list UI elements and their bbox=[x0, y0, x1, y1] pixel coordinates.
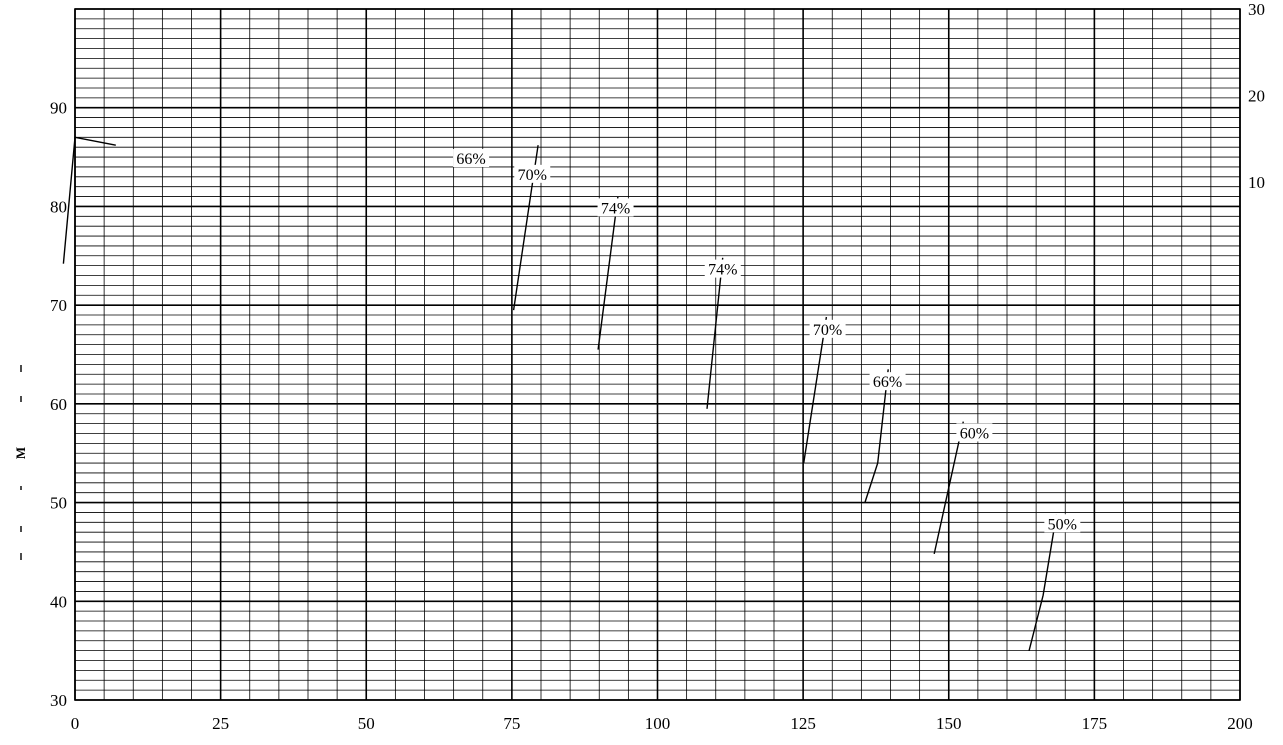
y-tick-label: 30 bbox=[50, 691, 67, 710]
x-tick-label: 200 bbox=[1227, 714, 1253, 733]
x-tick-label: 75 bbox=[503, 714, 520, 733]
curve-label-bg bbox=[514, 164, 551, 183]
series-line-eff-50 bbox=[1028, 514, 1058, 651]
curve-label-bg bbox=[1044, 514, 1081, 533]
curve-label-bg bbox=[956, 423, 993, 442]
curve-label-bg bbox=[869, 372, 906, 391]
x-tick-label: 100 bbox=[645, 714, 671, 733]
curve-label: 66% bbox=[456, 151, 485, 168]
curve-label: 74% bbox=[601, 200, 630, 217]
side-mark-label: M bbox=[13, 447, 28, 459]
series-line-eff-74-left bbox=[597, 196, 619, 350]
series-line-eff-70-right bbox=[803, 316, 828, 464]
y2-tick-label: 30 bbox=[1248, 0, 1265, 19]
series-line-eff-66-right bbox=[864, 369, 889, 503]
y-tick-label: 90 bbox=[50, 99, 67, 118]
curve-label: 66% bbox=[873, 374, 902, 391]
side-marks: M bbox=[13, 365, 28, 560]
x-tick-label: 150 bbox=[936, 714, 962, 733]
curve-labels: 66% 70% 74% 74% 70% 66% 60% 50% bbox=[453, 149, 1081, 533]
y-tick-label: 50 bbox=[50, 494, 67, 513]
y-tick-label: 80 bbox=[50, 197, 67, 216]
curve-label-bg bbox=[597, 198, 634, 217]
curve-label-bg bbox=[704, 259, 741, 278]
series-line-eff-74-right bbox=[706, 257, 724, 409]
y2-tick-label: 10 bbox=[1248, 173, 1265, 192]
curve-label-bg bbox=[453, 149, 490, 168]
y-tick-label: 40 bbox=[50, 592, 67, 611]
curve-label: 70% bbox=[518, 167, 547, 184]
y-tick-label: 60 bbox=[50, 395, 67, 414]
curve-label: 70% bbox=[813, 322, 842, 339]
curve-label-bg bbox=[809, 319, 846, 338]
x-tick-label: 25 bbox=[212, 714, 229, 733]
y-tick-label: 70 bbox=[50, 296, 67, 315]
curve-label: 50% bbox=[1048, 516, 1077, 533]
x-tick-label: 50 bbox=[358, 714, 375, 733]
series-line-head-curve bbox=[62, 136, 116, 264]
axis-ticks: 0 25 50 75 100 125 150 175 200 30 40 50 60 70 80 90 10 20… bbox=[50, 0, 1265, 733]
grid bbox=[74, 8, 1241, 701]
y2-tick-label: 20 bbox=[1248, 86, 1265, 105]
curve-label: 74% bbox=[708, 262, 737, 279]
x-tick-label: 0 bbox=[71, 714, 80, 733]
x-tick-label: 125 bbox=[790, 714, 816, 733]
curve-label: 60% bbox=[960, 425, 989, 442]
x-tick-label: 175 bbox=[1082, 714, 1108, 733]
series-lines bbox=[62, 136, 1058, 651]
series-line-eff-60 bbox=[933, 421, 964, 555]
